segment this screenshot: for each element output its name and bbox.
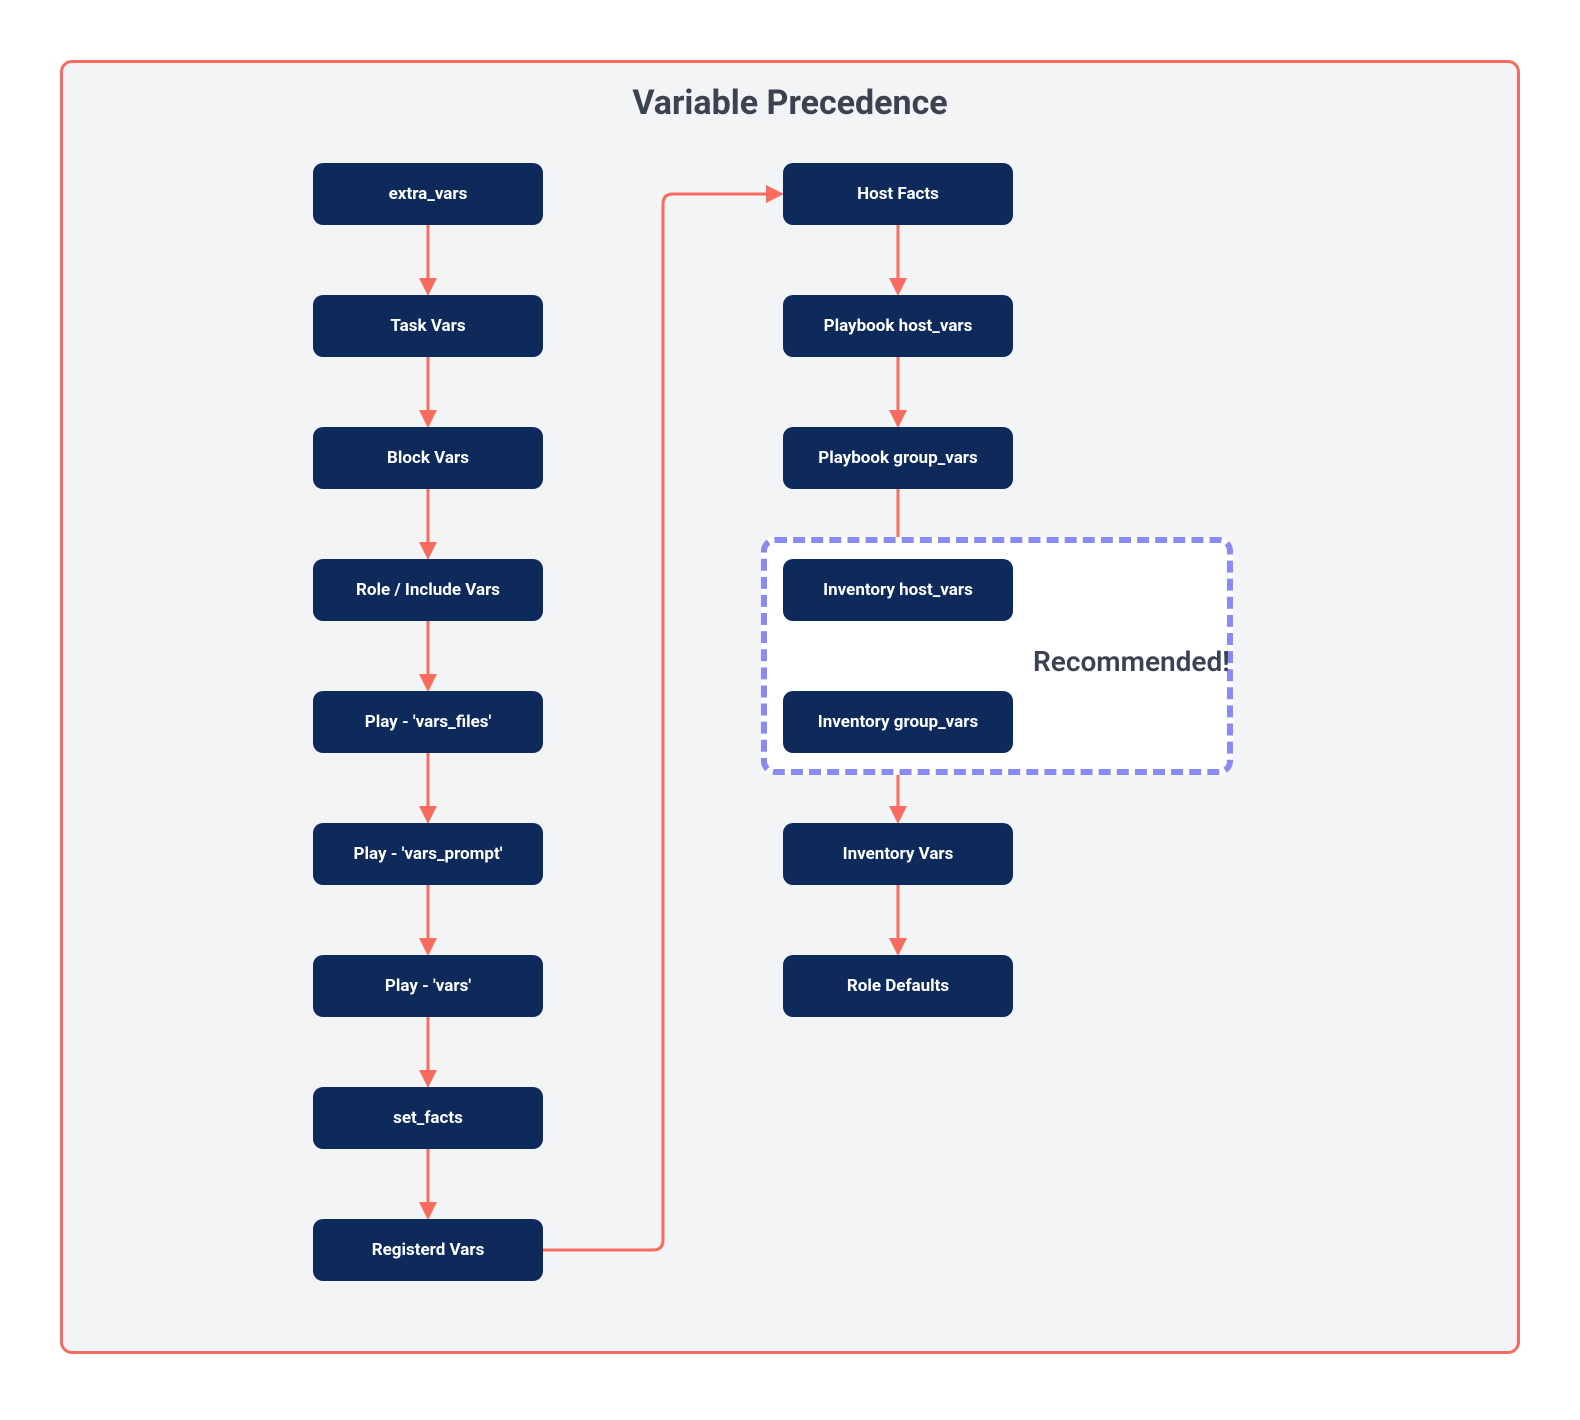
diagram-title: Variable Precedence <box>83 83 1497 123</box>
node-play-vars: Play - 'vars' <box>313 955 543 1017</box>
node-pb-host-vars: Playbook host_vars <box>783 295 1013 357</box>
node-role-defaults: Role Defaults <box>783 955 1013 1017</box>
node-label: set_facts <box>393 1108 463 1128</box>
diagram-container: Variable Precedence Recommended! extra_va… <box>60 60 1520 1354</box>
node-label: Playbook group_vars <box>818 448 978 468</box>
diagram-area: Recommended! extra_vars Task Vars Block Var… <box>83 143 1497 1311</box>
node-label: Play - 'vars' <box>385 976 471 996</box>
node-task-vars: Task Vars <box>313 295 543 357</box>
node-label: Task Vars <box>390 316 465 336</box>
node-vars-files: Play - 'vars_files' <box>313 691 543 753</box>
node-label: Registerd Vars <box>372 1240 485 1260</box>
node-label: Role Defaults <box>847 976 949 996</box>
node-label: extra_vars <box>389 184 468 204</box>
node-host-facts: Host Facts <box>783 163 1013 225</box>
node-label: Block Vars <box>387 448 469 468</box>
node-block-vars: Block Vars <box>313 427 543 489</box>
node-label: Playbook host_vars <box>824 316 973 336</box>
node-role-include: Role / Include Vars <box>313 559 543 621</box>
node-inv-host-vars: Inventory host_vars <box>783 559 1013 621</box>
node-set-facts: set_facts <box>313 1087 543 1149</box>
node-label: Inventory host_vars <box>823 580 973 600</box>
recommended-label: Recommended! <box>1033 645 1230 678</box>
node-registered: Registerd Vars <box>313 1219 543 1281</box>
node-label: Inventory group_vars <box>818 712 978 732</box>
node-extra-vars: extra_vars <box>313 163 543 225</box>
node-label: Role / Include Vars <box>356 580 500 600</box>
node-label: Inventory Vars <box>843 844 954 864</box>
node-pb-group-vars: Playbook group_vars <box>783 427 1013 489</box>
node-label: Host Facts <box>857 184 939 204</box>
node-label: Play - 'vars_files' <box>365 712 492 732</box>
node-label: Play - 'vars_prompt' <box>354 844 503 864</box>
node-inv-vars: Inventory Vars <box>783 823 1013 885</box>
node-vars-prompt: Play - 'vars_prompt' <box>313 823 543 885</box>
node-inv-group-vars: Inventory group_vars <box>783 691 1013 753</box>
